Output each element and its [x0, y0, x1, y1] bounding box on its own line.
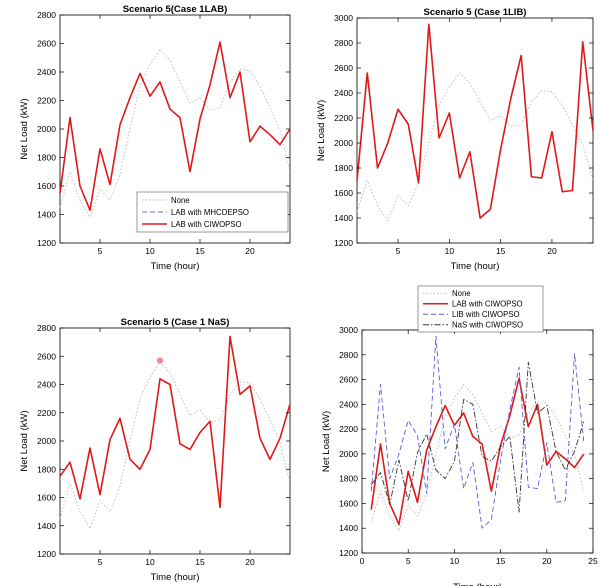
- series-line-lab-with-ciwopso: [370, 377, 585, 526]
- x-axis-label: Time (hour): [151, 572, 200, 583]
- y-tick-label: 1800: [339, 474, 358, 484]
- y-tick-label: 1600: [334, 188, 353, 198]
- x-tick-label: 10: [145, 246, 155, 256]
- x-tick-label: 10: [145, 557, 155, 567]
- y-tick-label: 1200: [37, 238, 56, 248]
- y-tick-label: 2200: [37, 408, 56, 418]
- legend: None LAB with MHCDEPSO LAB with CIWOPSO: [136, 191, 289, 233]
- y-tick-label: 2600: [37, 351, 56, 361]
- series-line-nas-with-ciwopso: [370, 361, 585, 513]
- y-tick-label: 2000: [334, 138, 353, 148]
- x-tick-label: 25: [588, 556, 598, 566]
- plot-frame: [59, 327, 291, 555]
- series-line-lab-with-ciwopso: [59, 41, 291, 212]
- x-tick-label: 5: [396, 246, 401, 256]
- y-tick-label: 2200: [339, 424, 358, 434]
- y-tick-label: 2400: [37, 380, 56, 390]
- x-tick-label: 5: [98, 557, 103, 567]
- chart-title: Scenario 5 (Case 1 NaS): [121, 317, 230, 328]
- x-tick-label: 20: [245, 246, 255, 256]
- series-line-nas-with-ciwopso: [59, 335, 291, 509]
- y-tick-label: 2600: [334, 63, 353, 73]
- y-tick-label: 2800: [339, 350, 358, 360]
- y-tick-label: 2600: [339, 375, 358, 385]
- y-tick-label: 1200: [334, 238, 353, 248]
- y-tick-label: 2800: [37, 323, 56, 333]
- legend-label: LAB with MHCDEPSO: [171, 208, 249, 217]
- x-tick-label: 5: [98, 246, 103, 256]
- plot-frame: [361, 329, 594, 554]
- y-tick-label: 2000: [37, 436, 56, 446]
- y-axis-label: Net Load (kW): [316, 100, 327, 161]
- y-tick-label: 1400: [37, 521, 56, 531]
- y-tick-label: 2400: [37, 67, 56, 77]
- peak-marker: [157, 357, 163, 364]
- y-tick-label: 1600: [37, 181, 56, 191]
- legend-label: LAB with CIWOPSO: [171, 220, 242, 229]
- y-tick-label: 1800: [334, 163, 353, 173]
- y-axis-label: Net Load (kW): [19, 410, 30, 471]
- plot-frame: [356, 17, 594, 244]
- y-tick-label: 1800: [37, 153, 56, 163]
- x-tick-label: 10: [450, 556, 460, 566]
- legend-label: NaS with CIWOPSO: [452, 321, 523, 330]
- y-tick-label: 1200: [339, 548, 358, 558]
- y-tick-label: 3000: [339, 325, 358, 335]
- chart-title: Scenario 5(Case 1LAB): [123, 4, 228, 15]
- x-tick-label: 0: [360, 556, 365, 566]
- x-tick-label: 15: [496, 556, 506, 566]
- y-tick-label: 1800: [37, 464, 56, 474]
- y-tick-label: 1200: [37, 549, 56, 559]
- y-axis-label: Net Load (kW): [321, 411, 332, 472]
- series-line-lib-with-ciwopso: [370, 335, 585, 529]
- series-line-none: [59, 48, 291, 218]
- chart-3: 1200 1400 1600 1800 2000 2200 2400 2600 2800 5 10 1…: [19, 317, 291, 583]
- y-tick-label: 2200: [37, 96, 56, 106]
- y-axis-label: Net Load (kW): [19, 98, 30, 159]
- x-tick-label: 15: [496, 246, 506, 256]
- x-tick-label: 20: [547, 246, 557, 256]
- x-tick-label: 20: [542, 556, 552, 566]
- y-tick-label: 2800: [334, 38, 353, 48]
- x-axis-label: Time (hour): [453, 582, 502, 586]
- chart-title: Scenario 5 (Case 1LIB): [424, 7, 527, 18]
- x-axis-label: Time (hour): [151, 261, 200, 272]
- legend-label: None: [171, 196, 190, 205]
- x-tick-label: 5: [406, 556, 411, 566]
- y-tick-label: 1400: [37, 210, 56, 220]
- y-tick-label: 1600: [339, 498, 358, 508]
- y-tick-label: 2000: [37, 124, 56, 134]
- y-tick-label: 2200: [334, 113, 353, 123]
- y-tick-label: 1400: [334, 213, 353, 223]
- x-tick-label: 10: [445, 246, 455, 256]
- x-tick-label: 15: [195, 246, 205, 256]
- y-tick-label: 2800: [37, 10, 56, 20]
- x-tick-label: 15: [195, 557, 205, 567]
- legend-label: LIB with CIWOPSO: [452, 310, 520, 319]
- series-line-none: [370, 384, 585, 532]
- x-axis-label: Time (hour): [451, 261, 500, 272]
- legend-label: LAB with CIWOPSO: [452, 300, 523, 309]
- y-tick-label: 2000: [339, 449, 358, 459]
- y-tick-label: 1400: [339, 523, 358, 533]
- chart-2: 1200 1400 1600 1800 2000 2200 2400 2600 2800 3000…: [316, 7, 594, 272]
- chart-4: 1200 1400 1600 1800 2000 2200 2400 2600 2800 3000…: [321, 325, 598, 586]
- y-tick-label: 1600: [37, 493, 56, 503]
- y-tick-label: 2600: [37, 39, 56, 49]
- y-tick-label: 2400: [334, 88, 353, 98]
- series-line-none: [356, 72, 594, 221]
- y-tick-label: 3000: [334, 13, 353, 23]
- x-tick-label: 20: [245, 557, 255, 567]
- legend-label: None: [452, 289, 471, 298]
- y-tick-label: 2400: [339, 399, 358, 409]
- series-line-lib-with-ciwopso: [356, 23, 594, 219]
